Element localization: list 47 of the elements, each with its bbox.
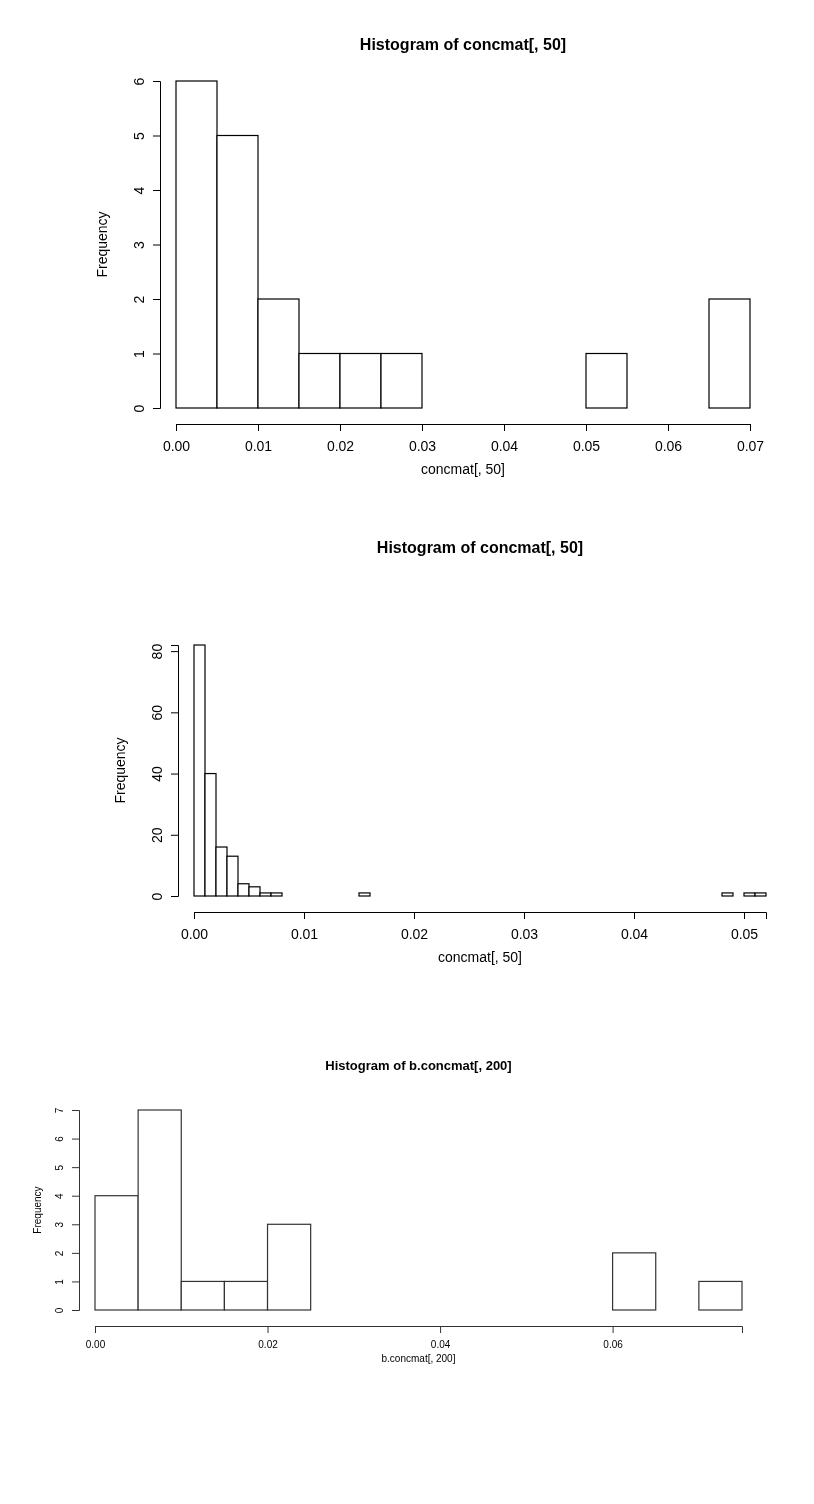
x-axis-title: concmat[, 50] xyxy=(420,461,506,478)
chart-title: Histogram of concmat[, 50] xyxy=(359,36,567,53)
y-tick-label: 0 xyxy=(131,404,147,413)
x-tick-label: 0.05 xyxy=(572,437,601,454)
y-tick-label: 6 xyxy=(131,77,147,86)
x-tick-label: 0.00 xyxy=(162,437,191,454)
y-tick-label: 5 xyxy=(54,1164,65,1171)
y-tick-label: 2 xyxy=(54,1250,65,1257)
x-axis-title: concmat[, 50] xyxy=(437,949,523,966)
y-tick-label: 1 xyxy=(131,349,147,358)
y-axis-title: Frequency xyxy=(32,1186,43,1234)
y-tick-label: 0 xyxy=(149,892,165,901)
x-tick-label: 0.01 xyxy=(290,925,319,942)
x-axis-title: b.concmat[, 200] xyxy=(381,1353,456,1364)
y-axis-title: Frequency xyxy=(111,737,128,804)
x-tick-label: 0.06 xyxy=(654,437,683,454)
y-tick-label: 40 xyxy=(149,766,165,782)
y-tick-label: 3 xyxy=(54,1221,65,1228)
x-tick-label: 0.04 xyxy=(430,1339,451,1350)
x-tick-label: 0.02 xyxy=(258,1339,279,1350)
x-tick-label: 0.04 xyxy=(620,925,649,942)
x-tick-label: 0.05 xyxy=(730,925,759,942)
x-tick-label: 0.06 xyxy=(603,1339,624,1350)
x-tick-label: 0.00 xyxy=(85,1339,106,1350)
x-tick-label: 0.01 xyxy=(244,437,273,454)
y-tick-label: 7 xyxy=(54,1107,65,1114)
x-tick-label: 0.02 xyxy=(400,925,429,942)
x-tick-label: 0.03 xyxy=(510,925,539,942)
y-axis-title: Frequency xyxy=(93,211,110,278)
x-tick-label: 0.04 xyxy=(490,437,519,454)
x-tick-label: 0.03 xyxy=(408,437,437,454)
y-tick-label: 80 xyxy=(149,643,165,660)
y-tick-label: 4 xyxy=(131,186,147,195)
y-tick-label: 1 xyxy=(54,1278,65,1285)
y-tick-label: 6 xyxy=(54,1135,65,1142)
x-tick-label: 0.02 xyxy=(326,437,355,454)
y-tick-label: 3 xyxy=(131,240,147,249)
y-tick-label: 5 xyxy=(131,131,147,140)
chart-title: Histogram of b.concmat[, 200] xyxy=(325,1058,512,1073)
y-tick-label: 2 xyxy=(131,295,147,304)
y-tick-label: 20 xyxy=(149,827,165,844)
y-tick-label: 60 xyxy=(149,704,165,721)
x-tick-label: 0.07 xyxy=(736,437,765,454)
x-tick-label: 0.00 xyxy=(180,925,209,942)
y-tick-label: 0 xyxy=(54,1307,65,1314)
chart-title: Histogram of concmat[, 50] xyxy=(376,539,584,556)
y-tick-label: 4 xyxy=(54,1193,65,1199)
